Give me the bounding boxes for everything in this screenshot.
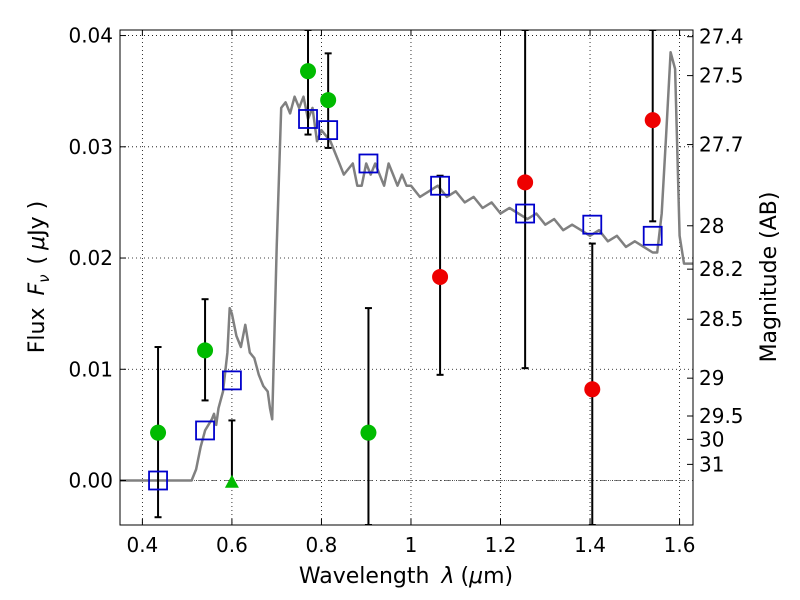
detection-point (150, 424, 167, 441)
magnitude-tick-label: 31 (699, 452, 724, 476)
x-tick-label: 0.4 (126, 533, 158, 557)
grid (120, 30, 693, 525)
magnitude-tick-label: 27.7 (699, 133, 744, 157)
magnitude-tick-label: 28.5 (699, 307, 744, 331)
model-photometry-point (318, 120, 339, 141)
model-photometry-point (222, 370, 242, 391)
magnitude-tick-label: 28 (699, 214, 724, 238)
magnitude-tick-label: 29 (699, 366, 724, 390)
detection-point (300, 63, 317, 80)
nondetection-point (517, 174, 534, 191)
model-photometry-point (582, 214, 603, 235)
magnitude-tick-label: 27.5 (699, 64, 744, 88)
detection-point (197, 342, 214, 359)
model-photometry-point (298, 109, 318, 129)
y-axis: 0.00 0.01 0.02 0.03 0.04 (68, 24, 126, 493)
nondetection-point (644, 112, 661, 129)
x-tick-label: 1.6 (664, 533, 696, 557)
x-tick-label: 1 (405, 533, 418, 557)
model-photometry-point (515, 203, 536, 224)
magnitude-tick-label: 29.5 (699, 404, 744, 428)
detection-point (320, 92, 337, 109)
y-axis-label: FluxFν(μJy ) (25, 201, 53, 353)
model-photometry-point (358, 153, 379, 174)
detection-point (360, 424, 377, 441)
nondetection-point (432, 268, 449, 285)
magnitude-tick-label: 30 (699, 427, 724, 451)
magnitude-axis-label: Magnitude (AB) (757, 192, 782, 363)
plot-frame (119, 29, 694, 526)
upper-limit-marker (224, 474, 239, 488)
x-tick-label: 0.6 (216, 533, 248, 557)
y-tick-label: 0.04 (68, 24, 113, 48)
model-photometry-point (642, 225, 663, 246)
x-tick-label: 1.2 (485, 533, 517, 557)
model-photometry-point (148, 470, 168, 491)
magnitude-tick-label: 27.4 (699, 25, 744, 49)
y-tick-label: 0.03 (68, 135, 113, 159)
x-tick-label: 0.8 (306, 533, 338, 557)
x-axis: 0.4 0.6 0.8 1 1.2 1.4 1.6 (126, 30, 695, 557)
x-axis-label: Wavelength λ (μm) (299, 564, 513, 589)
y-tick-label: 0.02 (68, 246, 113, 270)
y-tick-label: 0.01 (68, 357, 113, 381)
y-tick-label: 0.00 (68, 469, 113, 493)
model-photometry-point (430, 175, 450, 196)
nondetection-point (584, 381, 601, 398)
x-tick-label: 1.4 (574, 533, 606, 557)
magnitude-tick-label: 28.2 (699, 257, 744, 281)
plot-area (120, 30, 693, 525)
sed-model-curve (120, 50, 693, 482)
model-photometry-point (195, 420, 215, 441)
